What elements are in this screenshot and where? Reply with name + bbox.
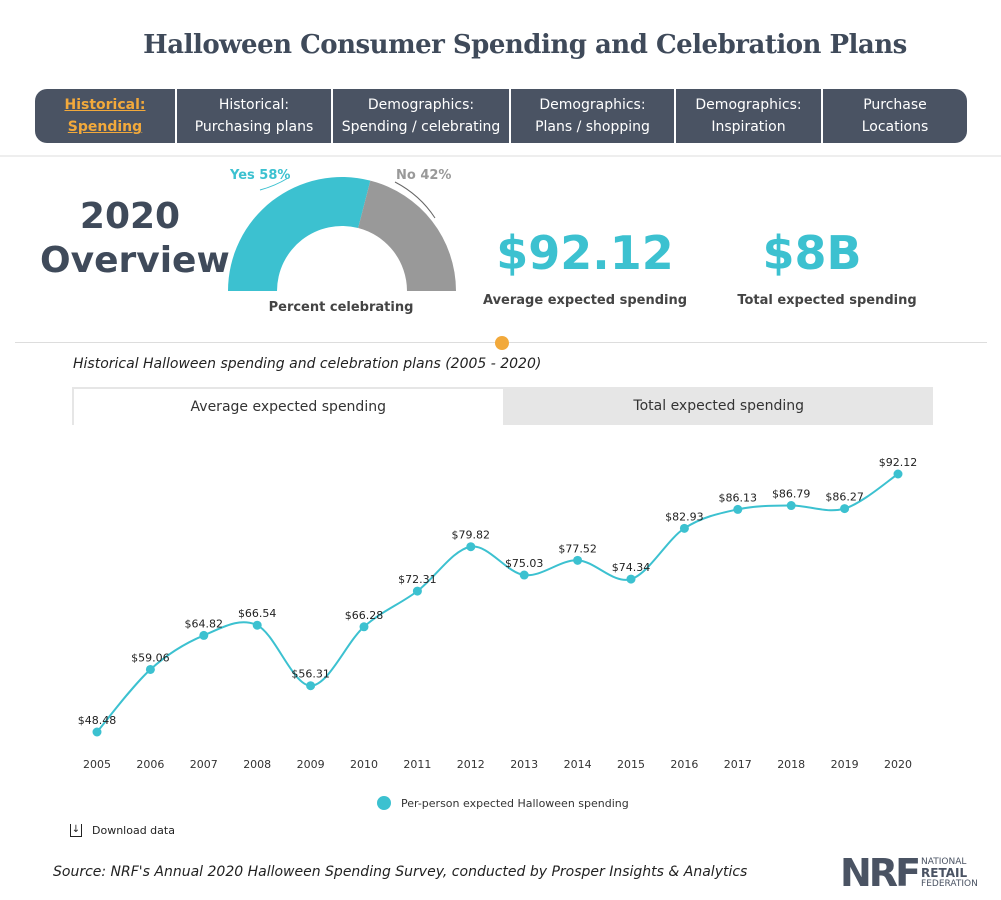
total-spending-caption: Total expected spending (737, 293, 917, 308)
data-point[interactable] (840, 504, 850, 514)
data-label: $66.28 (345, 609, 384, 622)
data-point[interactable] (306, 681, 316, 691)
gauge-caption: Percent celebrating (268, 300, 414, 315)
tab-demographics-inspiration[interactable]: Demographics: Inspiration (676, 89, 823, 143)
tab-historical-purchasing[interactable]: Historical: Purchasing plans (177, 89, 333, 143)
x-tick-label: 2005 (83, 758, 111, 771)
divider (0, 155, 1001, 157)
x-tick-label: 2019 (831, 758, 859, 771)
x-tick-label: 2020 (884, 758, 912, 771)
data-point[interactable] (466, 542, 476, 552)
data-label: $75.03 (505, 557, 544, 570)
data-point[interactable] (199, 630, 209, 640)
data-point[interactable] (573, 555, 583, 565)
no-leader (394, 181, 436, 219)
download-label: Download data (92, 824, 175, 837)
legend-marker (377, 796, 391, 810)
avg-spending-value: $92.12 (496, 226, 674, 280)
x-tick-label: 2014 (564, 758, 592, 771)
data-point[interactable] (412, 586, 422, 596)
data-label: $72.31 (398, 573, 437, 586)
x-tick-label: 2008 (243, 758, 271, 771)
data-point[interactable] (359, 622, 369, 632)
data-point[interactable] (679, 523, 689, 533)
data-label: $86.79 (772, 488, 811, 501)
gauge-no-segment (358, 180, 456, 291)
data-label: $77.52 (558, 542, 597, 555)
data-label: $82.93 (665, 510, 704, 523)
x-tick-label: 2011 (403, 758, 431, 771)
nrf-logo: NRF NATIONAL RETAIL FEDERATION (840, 851, 978, 895)
tab-average-spending[interactable]: Average expected spending (72, 387, 505, 425)
series-line (96, 473, 899, 733)
x-tick-label: 2016 (670, 758, 698, 771)
data-point[interactable] (519, 570, 529, 580)
tab-historical-spending[interactable]: Historical: Spending (35, 89, 177, 143)
data-label: $86.27 (825, 491, 864, 504)
data-point[interactable] (733, 504, 743, 514)
x-tick-label: 2006 (136, 758, 164, 771)
data-point[interactable] (786, 501, 796, 511)
line-chart: $48.48 2005 $59.06 2006 $64.82 2007 $66.54 2008… (78, 456, 918, 771)
celebrating-gauge: Yes 58% No 42% (228, 168, 456, 291)
x-tick-label: 2009 (297, 758, 325, 771)
tab-demographics-spending[interactable]: Demographics: Spending / celebrating (333, 89, 511, 143)
x-tick-label: 2015 (617, 758, 645, 771)
yes-leader (259, 177, 289, 191)
x-tick-label: 2012 (457, 758, 485, 771)
data-point[interactable] (626, 574, 636, 584)
data-point[interactable] (252, 620, 262, 630)
chart-tabs: Average expected spending Total expected… (72, 387, 933, 425)
no-label: No 42% (396, 168, 451, 183)
data-point[interactable] (145, 664, 155, 674)
x-tick-label: 2017 (724, 758, 752, 771)
yes-label: Yes 58% (229, 168, 290, 183)
nav-tabs: Historical: Spending Historical: Purchas… (35, 89, 967, 143)
chart-subtitle: Historical Halloween spending and celebr… (73, 356, 542, 372)
slider-handle[interactable] (495, 336, 509, 350)
source-note: Source: NRF's Annual 2020 Halloween Spen… (53, 864, 748, 880)
data-label: $92.12 (879, 456, 918, 469)
legend-label[interactable]: Per-person expected Halloween spending (401, 797, 629, 810)
data-point[interactable] (92, 727, 102, 737)
tab-demographics-plans[interactable]: Demographics: Plans / shopping (511, 89, 676, 143)
x-tick-label: 2010 (350, 758, 378, 771)
data-label: $56.31 (291, 668, 330, 681)
tab-purchase-locations[interactable]: Purchase Locations (861, 97, 929, 135)
data-point[interactable] (893, 469, 903, 479)
avg-spending-caption: Average expected spending (482, 293, 688, 308)
data-label: $79.82 (452, 529, 491, 542)
data-label: $48.48 (78, 714, 117, 727)
x-tick-label: 2013 (510, 758, 538, 771)
data-label: $66.54 (238, 607, 277, 620)
data-label: $59.06 (131, 651, 170, 664)
x-tick-label: 2018 (777, 758, 805, 771)
data-label: $64.82 (185, 617, 224, 630)
x-tick-label: 2007 (190, 758, 218, 771)
data-label: $86.13 (719, 491, 758, 504)
data-label: $74.34 (612, 561, 651, 574)
gauge-yes-segment (228, 177, 371, 291)
page-title: Halloween Consumer Spending and Celebrat… (143, 30, 907, 60)
total-spending-value: $8B (762, 226, 862, 280)
download-data-button[interactable]: ↓ Download data (70, 824, 175, 837)
overview-heading: 2020 Overview (40, 196, 230, 281)
tab-total-spending[interactable]: Total expected spending (504, 387, 933, 425)
download-icon: ↓ (70, 824, 82, 837)
